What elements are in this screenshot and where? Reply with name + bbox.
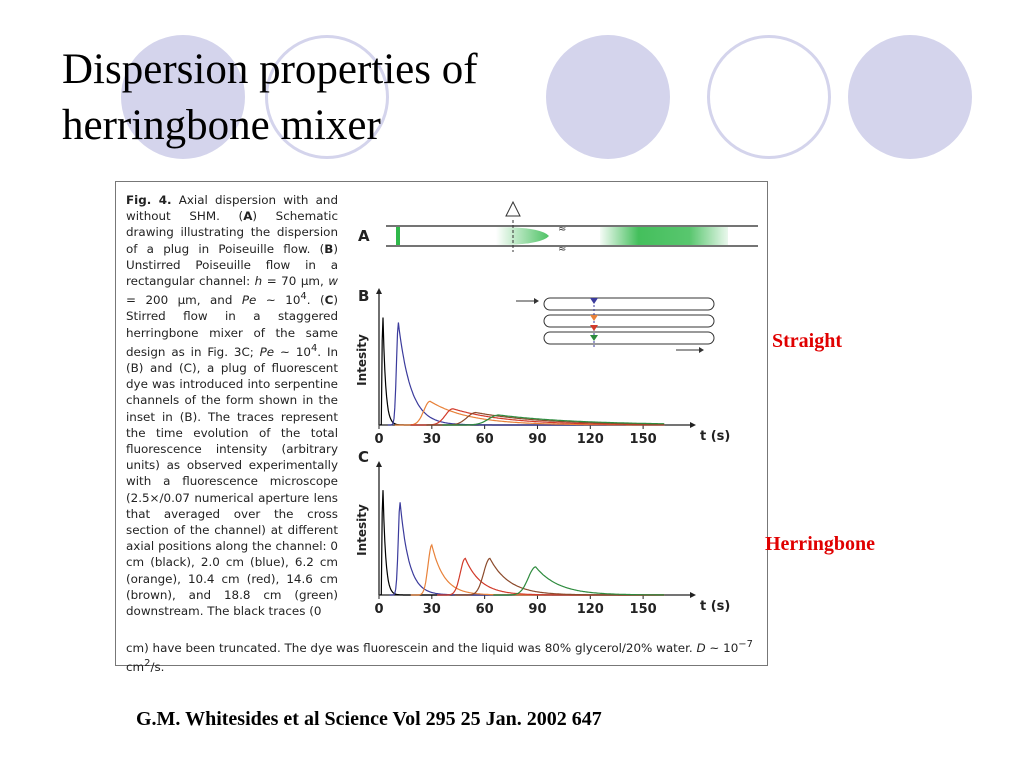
x-tick-label: 0 [374, 432, 383, 447]
straight-label: Straight [772, 330, 842, 352]
panel-c-label: C [358, 448, 369, 466]
figure-image: Fig. 4. Axial dispersion with and withou… [115, 181, 768, 674]
slide-title: Dispersion properties of herringbone mix… [62, 42, 582, 154]
decor-ring-2 [707, 35, 831, 159]
figure-plots: A ≈ ≈ [355, 200, 758, 617]
citation: G.M. Whitesides et al Science Vol 295 25… [136, 708, 602, 730]
x-axis-label: t (s) [700, 429, 730, 444]
x-tick-label: 60 [476, 602, 494, 617]
x-tick-label: 30 [423, 432, 441, 447]
series-line-c-4 [454, 557, 665, 596]
series-line-b-0 [380, 317, 664, 426]
decor-circle-1 [121, 35, 245, 159]
x-axis-arrow [690, 422, 696, 428]
panel-b-series [380, 317, 665, 426]
series-line-c-0 [380, 490, 664, 596]
slide-title-line1: Dispersion properties of [62, 46, 478, 93]
svg-text:≈: ≈ [558, 224, 566, 235]
panel-b-axes: 0 30 60 90 120 150 t (s) [374, 288, 730, 447]
x-tick-label: 150 [630, 432, 657, 447]
series-line-c-3 [437, 557, 665, 596]
panel-c-series [380, 490, 665, 596]
x-tick-label: 90 [528, 432, 546, 447]
figure-caption: Fig. 4. Axial dispersion with and withou… [126, 193, 339, 619]
series-line-b-1 [387, 322, 665, 426]
panel-a-label: A [358, 227, 370, 245]
decor-circle-2 [546, 35, 670, 159]
y-axis-arrow [376, 461, 382, 467]
x-tick-label: 120 [577, 432, 604, 447]
x-axis-label: t (s) [700, 599, 730, 614]
x-tick-label: 120 [577, 602, 604, 617]
panel-b-inset [516, 297, 715, 353]
slide-title-line2: herringbone mixer [62, 102, 381, 149]
x-tick-label: 90 [528, 602, 546, 617]
panel-c-ylabel: Intesity [355, 504, 369, 556]
panel-b-ylabel: Intesity [355, 334, 369, 386]
decor-circle-3 [848, 35, 972, 159]
figure-caption-tail: cm) have been truncated. The dye was flu… [126, 639, 753, 675]
herringbone-label: Herringbone [765, 533, 875, 555]
panel-b-label: B [358, 287, 369, 305]
decor-ring-1 [265, 35, 389, 159]
series-line-c-5 [493, 566, 665, 596]
series-line-b-3 [410, 408, 665, 426]
series-line-b-5 [442, 414, 665, 426]
x-tick-label: 0 [374, 602, 383, 617]
series-line-c-2 [410, 543, 665, 596]
x-axis-arrow [690, 592, 696, 598]
y-axis-arrow [376, 288, 382, 294]
x-tick-label: 60 [476, 432, 494, 447]
panel-a-schematic: ≈ ≈ [386, 200, 758, 255]
svg-text:≈: ≈ [558, 244, 566, 255]
x-tick-label: 150 [630, 602, 657, 617]
x-tick-label: 30 [423, 602, 441, 617]
